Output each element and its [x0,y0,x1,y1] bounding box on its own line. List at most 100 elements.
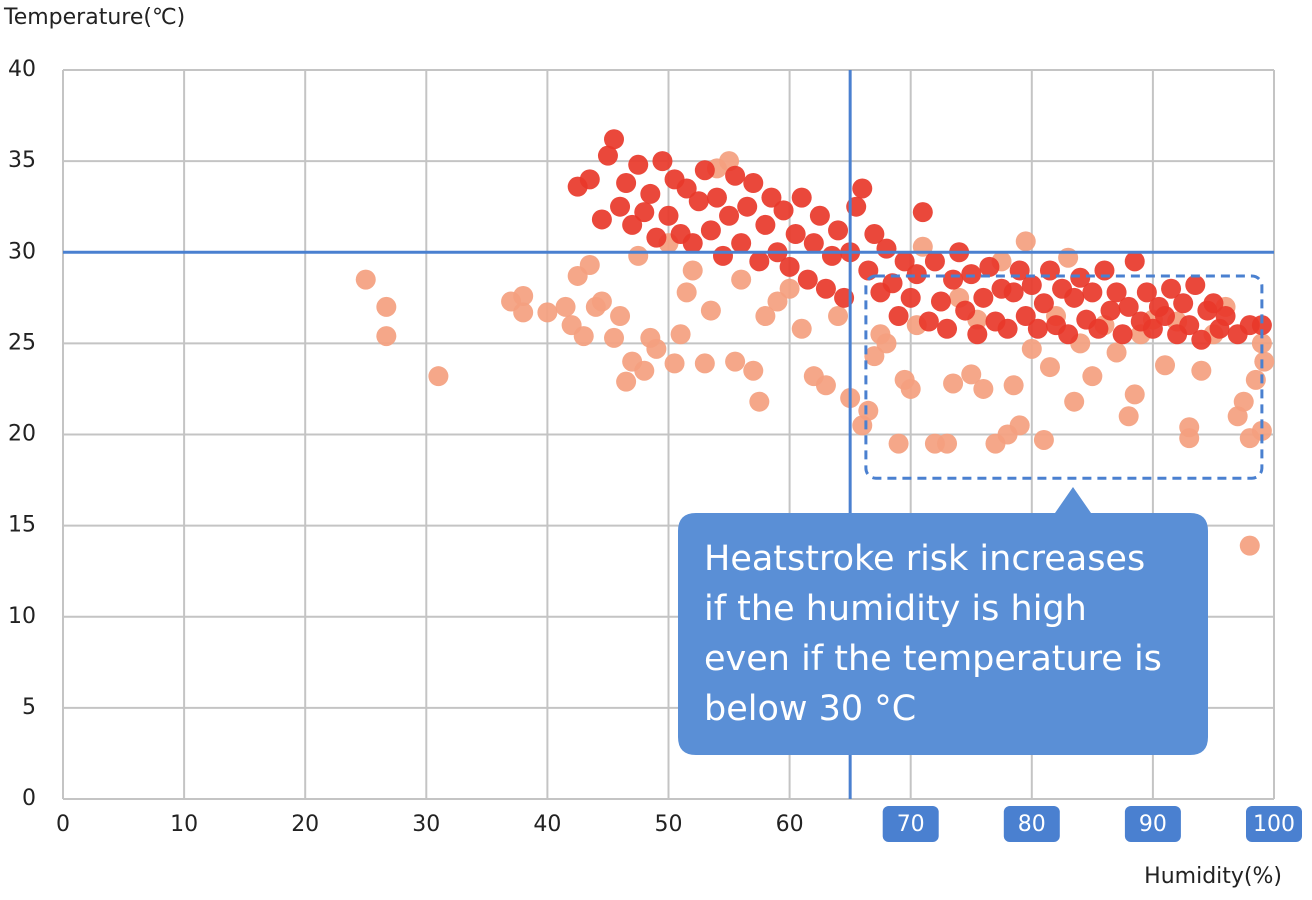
scatter-point [731,269,752,290]
scatter-point [1021,275,1042,296]
scatter-point [597,145,618,166]
scatter-point [1215,306,1236,327]
scatter-point [1100,300,1121,321]
scatter-point [555,296,576,317]
scatter-point [1173,293,1194,314]
scatter-point [1179,417,1200,438]
y-tick-label: 20 [8,422,36,447]
y-tick-label: 5 [22,695,36,720]
y-tick-label: 25 [8,330,36,355]
scatter-point [1155,306,1176,327]
scatter-point [937,433,958,454]
scatter-point [876,238,897,259]
scatter-point [573,326,594,347]
scatter-point [646,338,667,359]
scatter-point [670,324,691,345]
scatter-point [725,351,746,372]
scatter-point [1082,366,1103,387]
scatter-point [537,302,558,323]
scatter-point [682,233,703,254]
x-tick-label: 90 [1139,812,1167,837]
scatter-point [779,256,800,277]
scatter-point [1039,260,1060,281]
x-tick-label: 0 [56,812,70,837]
y-tick-label: 10 [8,604,36,629]
scatter-point [1003,282,1024,303]
callout-box [678,487,1208,755]
scatter-point [1136,282,1157,303]
scatter-point [694,160,715,181]
scatter-point [743,172,764,193]
scatter-point [900,378,921,399]
scatter-point [961,264,982,285]
x-axis-label: Humidity(%) [1144,864,1282,889]
scatter-point [1191,329,1212,350]
scatter-point [579,169,600,190]
scatter-point [591,291,612,312]
scatter-point [1185,275,1206,296]
scatter-point [912,202,933,223]
scatter-point [1015,231,1036,252]
x-tick-highlight [882,806,939,842]
scatter-point [943,373,964,394]
scatter-point [1094,260,1115,281]
scatter-point [604,129,625,150]
x-tick-label: 30 [412,812,440,837]
scatter-point [616,371,637,392]
scatter-point [924,251,945,272]
scatter-point [779,278,800,299]
highlight-region [864,274,1264,480]
scatter-point [767,291,788,312]
scatter-point [755,214,776,235]
scatter-point [1106,282,1127,303]
scatter-point [888,306,909,327]
scatter-point [610,306,631,327]
scatter-point [628,154,649,175]
x-tick-label: 70 [897,812,925,837]
scatter-point [1233,391,1254,412]
scatter-point [973,287,994,308]
x-tick-label: 60 [776,812,804,837]
scatter-point [803,233,824,254]
scatter-point [676,282,697,303]
scatter-point [773,200,794,221]
scatter-point [906,264,927,285]
scatter-point [1015,306,1036,327]
scatter-point [1064,287,1085,308]
x-tick-highlight [1124,806,1181,842]
scatter-point [1118,406,1139,427]
scatter-point [1039,357,1060,378]
scatter-point [1106,342,1127,363]
scatter-point [828,306,849,327]
y-axis-label: Temperature(℃) [3,5,185,30]
callout-text: Heatstroke risk increases [704,539,1145,579]
y-tick-label: 30 [8,239,36,264]
scatter-point [688,191,709,212]
callout-text: below 30 °C [704,689,916,729]
scatter-point [785,224,806,245]
scatter-point [428,366,449,387]
scatter-point [1251,315,1272,336]
scatter-point [376,296,397,317]
scatter-point [1088,318,1109,339]
x-tick-label: 40 [533,812,561,837]
scatter-point [1203,293,1224,314]
scatter-point [1027,318,1048,339]
scatter-point [664,353,685,374]
scatter-point [634,360,655,381]
scatter-point [694,353,715,374]
scatter-point [682,260,703,281]
scatter-point [937,318,958,339]
scatter-point [1124,251,1145,272]
scatter-point [918,311,939,332]
scatter-point [1155,355,1176,376]
scatter-point [876,333,897,354]
x-tick-label: 50 [655,812,683,837]
scatter-point [1251,420,1272,441]
scatter-point [1058,247,1079,268]
y-tick-label: 40 [8,57,36,82]
scatter-point [1161,278,1182,299]
scatter-point [1191,360,1212,381]
scatter-point [658,205,679,226]
